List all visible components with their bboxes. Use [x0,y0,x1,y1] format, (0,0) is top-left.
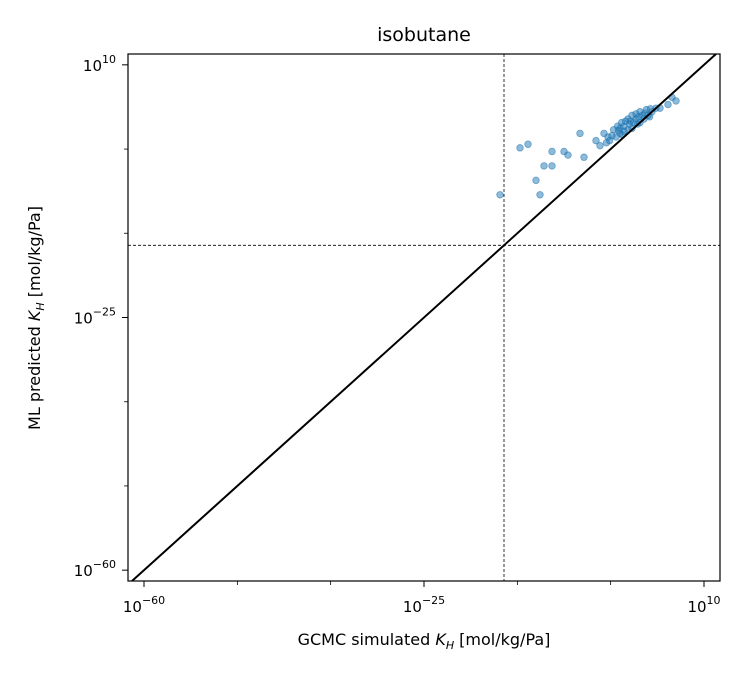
data-point [580,153,588,161]
x-axis-label: GCMC simulated KH [mol/kg/Pa] [298,630,551,652]
data-point [576,129,584,138]
data-point [532,176,540,185]
data-point [602,139,611,147]
y-tick-label: 10−60 [74,558,116,580]
data-point [596,141,604,150]
axis-ticks: 10−60 10−60 10−25 10−25 1010 1010 [74,53,721,616]
x-axis-label-var: K [435,630,447,649]
data-point [548,147,556,156]
data-point [540,162,548,170]
data-point [536,191,544,199]
y-axis-label-var: K [25,309,44,321]
y-axis-label-prefix: ML predicted [25,321,44,430]
y-tick-label: 10−25 [74,306,116,328]
y-tick-label: 1010 [83,53,116,75]
data-point [664,100,672,109]
data-point [564,151,572,159]
x-tick-label: 1010 [687,594,720,616]
x-axis-label-sub: H [446,639,454,652]
y-axis-label-suffix: [mol/kg/Pa] [25,206,44,302]
data-point [516,144,524,152]
x-axis-label-suffix: [mol/kg/Pa] [454,630,550,649]
y-axis-label-sub: H [34,302,47,310]
x-axis-label-prefix: GCMC simulated [298,630,436,649]
plot-area [127,53,721,582]
identity-line [131,54,717,581]
data-point [626,117,635,125]
x-tick-label: 10−25 [403,594,445,616]
data-point [592,136,600,145]
data-point [524,140,532,148]
data-point [548,162,556,170]
data-point [641,109,649,117]
plot-inner [128,54,720,581]
chart-title: isobutane [377,24,471,46]
data-point [614,126,623,135]
x-tick-label: 10−60 [123,594,165,616]
data-point [672,97,680,105]
data-point [496,191,504,199]
y-axis-label: ML predicted KH [mol/kg/Pa] [25,206,47,430]
